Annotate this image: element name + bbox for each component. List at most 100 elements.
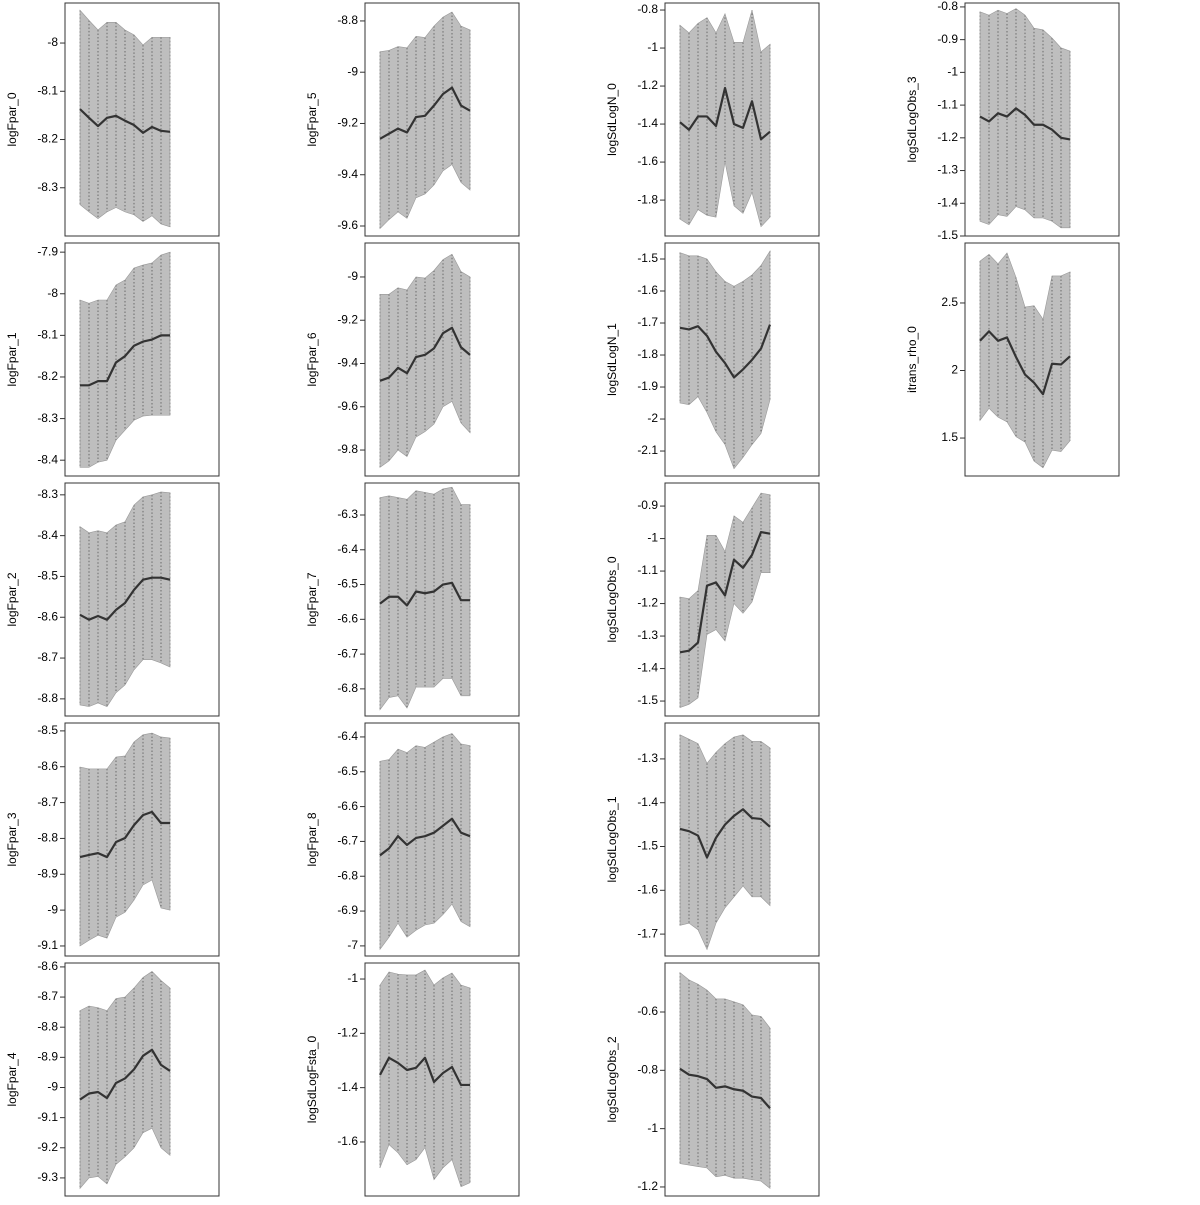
y-tick-label: -9 [347, 269, 358, 283]
y-tick-label: -8.9 [37, 866, 58, 880]
plot-frame [364, 242, 520, 477]
y-tick-label: -1 [647, 1121, 658, 1135]
y-axis-label: logFpar_6 [305, 332, 319, 386]
y-axis-label: logSdLogObs_2 [605, 1036, 619, 1122]
y-tick-label: -6.9 [337, 903, 358, 917]
band-outline [679, 734, 771, 951]
plot-frame [664, 242, 820, 477]
line [80, 334, 170, 387]
y-tick-label: -1.1 [937, 97, 958, 111]
y-tick-label: -6.3 [337, 507, 358, 521]
y-tick-label: -8.1 [37, 328, 58, 342]
y-tick-label: -9.8 [337, 442, 358, 456]
y-tick-label: -8.2 [37, 369, 58, 383]
line [379, 817, 471, 857]
y-tick-label: 2.5 [941, 295, 958, 309]
y-tick-label: -9.2 [337, 312, 358, 326]
plot-frame [964, 2, 1120, 237]
y-tick-label: -6.5 [337, 764, 358, 778]
line [979, 107, 1071, 141]
y-tick-label: -9.4 [337, 356, 358, 370]
y-tick-label: -1.4 [637, 116, 658, 130]
y-tick-label: -1.6 [637, 154, 658, 168]
y-tick-label: -1.5 [637, 839, 658, 853]
band [380, 11, 470, 229]
plot-frame [364, 2, 520, 237]
y-tick-label: -9.1 [37, 1110, 58, 1124]
y-tick-label: -6.7 [337, 646, 358, 660]
band [80, 252, 170, 468]
band-outline [679, 492, 771, 708]
y-tick-label: -1 [947, 65, 958, 79]
y-tick-label: -8.8 [337, 13, 358, 27]
y-tick-label: -1.4 [337, 1080, 358, 1094]
y-tick-label: -8 [47, 286, 58, 300]
y-tick-label: -8.5 [37, 723, 58, 737]
plot-frame [364, 482, 520, 717]
line [979, 330, 1071, 396]
y-tick-label: -0.8 [637, 2, 658, 16]
line [679, 1067, 771, 1109]
y-axis-label: logFpar_7 [305, 572, 319, 626]
y-tick-label: -8.4 [37, 452, 58, 466]
y-tick-label: -0.9 [937, 32, 958, 46]
line [679, 808, 771, 859]
y-tick-label: -8.7 [37, 795, 58, 809]
y-tick-label: -8.6 [37, 609, 58, 623]
y-tick-label: -6.6 [337, 611, 358, 625]
line [379, 1056, 470, 1087]
y-tick-label: -9 [47, 1080, 58, 1094]
y-tick-label: -1.2 [637, 78, 658, 92]
band-outline [79, 971, 171, 1190]
y-tick-label: -1 [647, 531, 658, 545]
y-tick-label: -1 [647, 40, 658, 54]
band-outline [79, 251, 171, 468]
band-outline [379, 969, 471, 1188]
y-tick-label: -1.4 [937, 195, 958, 209]
y-tick-label: -9.4 [337, 167, 358, 181]
line [379, 581, 470, 607]
y-axis-label: logFpar_0 [5, 92, 19, 146]
band [680, 10, 770, 227]
y-tick-label: -6.7 [337, 834, 358, 848]
y-tick-label: -1.2 [937, 130, 958, 144]
y-tick-label: -1.2 [637, 596, 658, 610]
y-tick-label: -0.6 [637, 1004, 658, 1018]
y-tick-label: -1.8 [637, 347, 658, 361]
y-tick-label: -6.5 [337, 577, 358, 591]
plot-frame [364, 722, 520, 957]
y-tick-label: -1.3 [637, 751, 658, 765]
y-axis-label: logFpar_8 [305, 812, 319, 866]
line [379, 86, 471, 140]
y-tick-label: -9.2 [337, 116, 358, 130]
band-outline [79, 9, 171, 228]
y-tick-label: -8.8 [37, 831, 58, 845]
band-outline [79, 732, 171, 947]
y-tick-label: -1.2 [637, 1179, 658, 1193]
y-axis-label: logSdLogFsta_0 [305, 1035, 319, 1123]
y-tick-label: -1.9 [637, 379, 658, 393]
plot-frame [364, 962, 520, 1197]
y-axis-label: logFpar_2 [5, 572, 19, 626]
y-tick-label: -1.3 [937, 163, 958, 177]
y-tick-label: -7.9 [37, 244, 58, 258]
y-tick-label: -9.3 [37, 1170, 58, 1184]
y-tick-label: 2 [951, 363, 958, 377]
band-outline [79, 491, 171, 707]
y-tick-label: -8.2 [37, 132, 58, 146]
y-tick-label: -1.6 [637, 283, 658, 297]
y-axis-label: logSdLogObs_3 [905, 76, 919, 162]
y-axis-label: itrans_rho_0 [905, 326, 919, 393]
line [679, 530, 771, 654]
y-tick-label: -6.8 [337, 868, 358, 882]
band [380, 970, 470, 1187]
y-tick-label: -1.1 [637, 563, 658, 577]
y-tick-label: -6.6 [337, 799, 358, 813]
y-tick-label: -9.6 [337, 399, 358, 413]
plot-frame [664, 722, 820, 957]
y-tick-label: -0.8 [637, 1062, 658, 1076]
line [79, 576, 171, 621]
y-tick-label: -8.7 [37, 989, 58, 1003]
y-tick-label: -8.3 [37, 411, 58, 425]
plot-frame [964, 242, 1120, 477]
